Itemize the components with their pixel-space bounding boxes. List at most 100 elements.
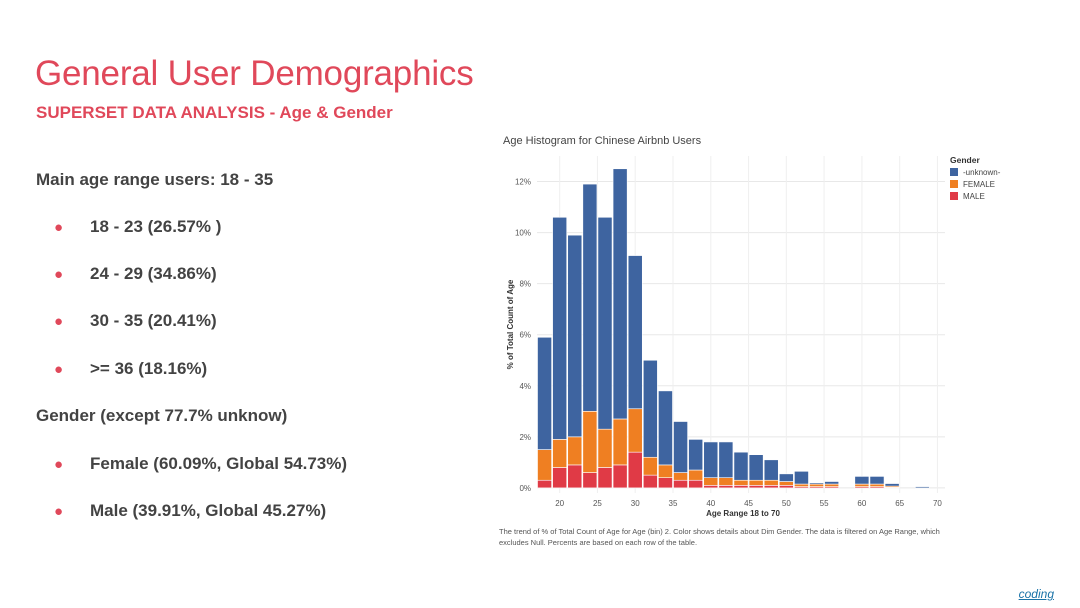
- bar-segment-female: [552, 439, 568, 468]
- bar-segment-unknown: [537, 336, 552, 450]
- bar-segment-unknown: [794, 470, 809, 485]
- bar-segment-female: [627, 408, 643, 453]
- bar-segment-male: [582, 472, 598, 489]
- age-histogram-svg: Age Histogram for Chinese Airbnb Users 0…: [499, 135, 1001, 547]
- x-tick-label: 45: [744, 499, 753, 508]
- age-bullet-text: >= 36 (18.16%): [90, 359, 208, 378]
- bar-segment-female: [612, 418, 628, 466]
- bar-segment-male: [778, 485, 794, 489]
- bar-segment-male: [703, 485, 719, 489]
- bar-segment-male: [627, 451, 643, 489]
- bar-segment-female: [748, 479, 764, 486]
- bar-segment-female: [733, 479, 749, 486]
- bar-segment-unknown: [809, 482, 824, 485]
- slide-subtitle: SUPERSET DATA ANALYSIS - Age & Gender: [36, 103, 393, 122]
- bar-segment-female: [794, 483, 809, 487]
- bar-segment-unknown: [567, 234, 583, 438]
- bar-segment-unknown: [869, 476, 885, 485]
- bar-segment-unknown: [658, 390, 673, 466]
- legend-swatch: [950, 192, 958, 200]
- age-bullet-text: 30 - 35 (20.41%): [90, 311, 217, 330]
- bullet-dot-icon: ●: [54, 219, 64, 236]
- bar-segment-unknown: [552, 216, 568, 440]
- bar-segment-male: [688, 479, 704, 489]
- legend-entry: FEMALE: [963, 180, 995, 189]
- age-bullet-text: 18 - 23 (26.57% ): [90, 217, 222, 236]
- bar-segment-unknown: [703, 441, 719, 478]
- y-tick-label: 12%: [515, 178, 531, 187]
- slide-title: General User Demographics: [35, 54, 474, 93]
- bar-segment-male: [537, 479, 552, 489]
- bullet-dot-icon: ●: [54, 503, 64, 520]
- bar-segment-unknown: [582, 183, 598, 412]
- y-tick-label: 2%: [519, 433, 531, 442]
- gender-bullet-text: Male (39.91%, Global 45.27%): [90, 501, 327, 520]
- bar-segment-male: [733, 485, 749, 489]
- y-tick-label: 10%: [515, 229, 531, 238]
- legend-entry: MALE: [963, 192, 985, 201]
- bar-segment-unknown: [597, 216, 613, 430]
- age-range-heading: Main age range users: 18 - 35: [36, 170, 274, 189]
- bar-segment-female: [688, 469, 704, 481]
- bar-segment-female: [567, 436, 583, 466]
- bar-segment-female: [582, 411, 598, 473]
- gender-bullet-2: ● Male (39.91%, Global 45.27%): [54, 501, 326, 521]
- bar-segment-unknown: [612, 168, 628, 420]
- x-tick-label: 50: [782, 499, 791, 508]
- x-tick-label: 55: [820, 499, 829, 508]
- bar-segment-female: [718, 477, 734, 486]
- bar-segment-unknown: [733, 451, 749, 481]
- bar-segment-female: [809, 483, 824, 487]
- legend-swatch: [950, 180, 958, 188]
- x-tick-label: 35: [669, 499, 678, 508]
- bar-segment-male: [642, 474, 658, 489]
- x-tick-label: 70: [933, 499, 942, 508]
- bar-segment-unknown: [718, 441, 734, 478]
- bar-segment-unknown: [854, 476, 870, 485]
- x-tick-label: 65: [895, 499, 904, 508]
- gender-bullet-1: ● Female (60.09%, Global 54.73%): [54, 454, 347, 474]
- bar-segment-unknown: [763, 459, 779, 481]
- bar-segment-male: [612, 464, 628, 489]
- bar-segment-female: [869, 483, 885, 487]
- bullet-dot-icon: ●: [54, 313, 64, 330]
- x-tick-label: 25: [593, 499, 602, 508]
- coding-link[interactable]: coding: [1018, 587, 1054, 601]
- bar-segment-unknown: [642, 359, 658, 458]
- bar-segment-female: [642, 456, 658, 476]
- bar-segment-male: [673, 479, 688, 489]
- bar-segment-unknown: [627, 255, 643, 410]
- bar-segment-female: [673, 472, 688, 481]
- bar-segment-female: [854, 483, 870, 487]
- age-bullet-2: ● 24 - 29 (34.86%): [54, 264, 217, 284]
- bar-segment-male: [748, 485, 764, 489]
- x-tick-label: 60: [857, 499, 866, 508]
- chart-footnote-box: The trend of % of Total Count of Age for…: [499, 527, 940, 547]
- bar-segment-unknown: [914, 486, 930, 489]
- bar-segment-male: [718, 485, 734, 489]
- bar-segment-male: [552, 467, 568, 489]
- y-tick-label: 6%: [519, 331, 531, 340]
- bullet-dot-icon: ●: [54, 361, 64, 378]
- age-histogram-chart: Age Histogram for Chinese Airbnb Users 0…: [495, 128, 1055, 558]
- bar-segment-female: [824, 483, 840, 487]
- legend-entry: -unknown-: [963, 168, 1001, 177]
- chart-bars: [537, 168, 930, 489]
- bar-segment-unknown: [688, 439, 704, 471]
- bar-segment-unknown: [748, 454, 764, 481]
- gender-heading: Gender (except 77.7% unknow): [36, 406, 288, 425]
- x-tick-label: 20: [555, 499, 564, 508]
- bar-segment-female: [597, 428, 613, 468]
- bullet-dot-icon: ●: [54, 456, 64, 473]
- bar-segment-female: [703, 477, 719, 486]
- bar-segment-female: [763, 479, 779, 486]
- bar-segment-female: [778, 481, 794, 486]
- bar-segment-male: [763, 485, 779, 489]
- chart-legend: Gender -unknown- FEMALE MALE: [950, 155, 1001, 201]
- gender-bullet-text: Female (60.09%, Global 54.73%): [90, 454, 348, 473]
- y-tick-label: 4%: [519, 382, 531, 391]
- x-axis-label: Age Range 18 to 70: [706, 509, 780, 518]
- bar-segment-unknown: [778, 473, 794, 482]
- bar-segment-male: [658, 477, 673, 489]
- legend-swatch: [950, 168, 958, 176]
